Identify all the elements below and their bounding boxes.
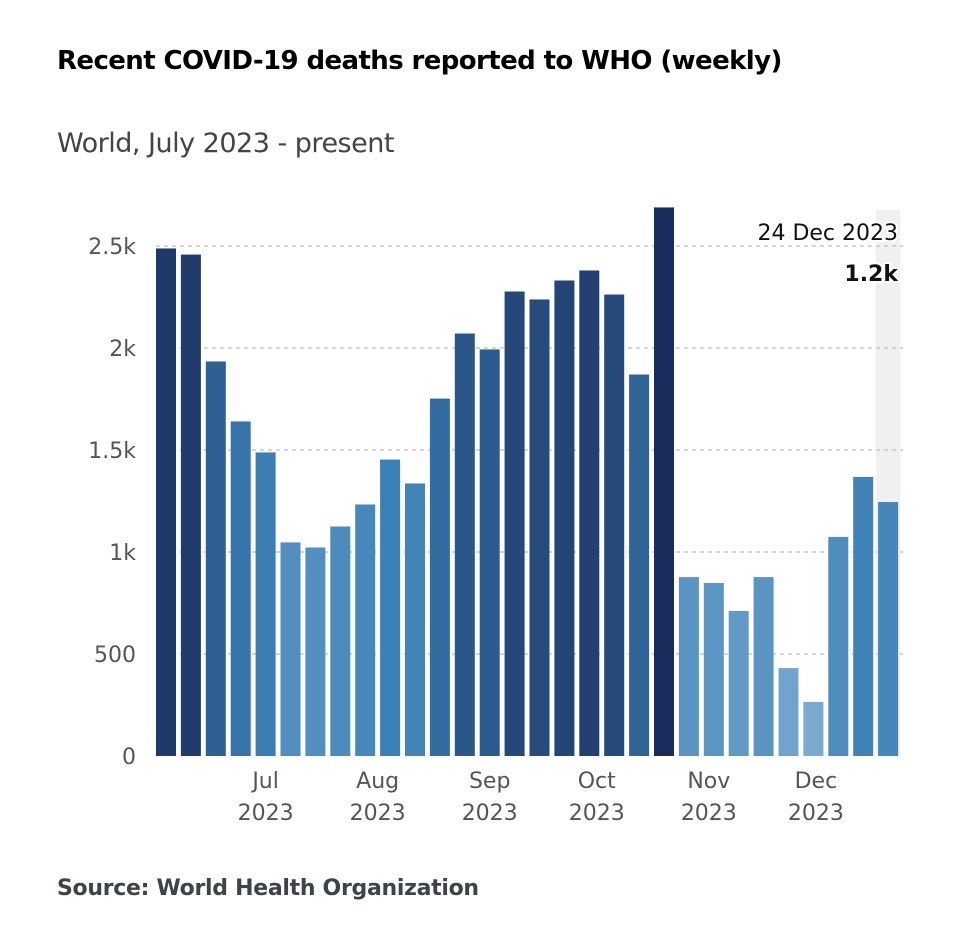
x-tick-label: Jul — [250, 769, 279, 794]
bar — [230, 421, 251, 756]
x-tick-label: Oct — [578, 769, 616, 794]
bar — [156, 248, 176, 756]
bar — [753, 577, 774, 756]
bar — [703, 583, 724, 756]
bar — [604, 294, 625, 756]
bar — [529, 299, 550, 756]
bar — [828, 536, 849, 756]
x-tick-label: 2023 — [788, 801, 844, 826]
bar — [654, 207, 674, 757]
bar — [629, 374, 650, 756]
x-tick-label: 2023 — [462, 801, 518, 826]
y-tick-label: 1.5k — [88, 439, 136, 464]
bar-chart: 0 500 1k 1.5k 2k 2.5k Jul 2023 Aug 2023 Sep 2023 Oc… — [88, 207, 903, 826]
bar — [429, 398, 450, 756]
bar — [180, 254, 201, 756]
x-tick-label: Nov — [687, 769, 730, 794]
bar — [479, 349, 500, 756]
x-tick-label: 2023 — [350, 801, 406, 826]
bar — [678, 577, 699, 756]
bar — [355, 504, 376, 756]
y-tick-label: 2k — [109, 337, 136, 362]
chart-subtitle: World, July 2023 - present — [57, 128, 394, 159]
x-tick-label: 2023 — [681, 801, 737, 826]
highlight-date-label: 24 Dec 2023 — [757, 221, 898, 246]
bar — [778, 668, 799, 756]
highlight-value-label: 1.2k — [844, 262, 899, 287]
x-tick-label: Dec — [795, 769, 838, 794]
y-tick-label: 1k — [109, 541, 136, 566]
x-tick-label: Aug — [356, 769, 399, 794]
bar — [504, 291, 525, 756]
x-tick-label: 2023 — [569, 801, 625, 826]
x-tick-label: Sep — [469, 769, 510, 794]
y-tick-label: 0 — [122, 745, 136, 770]
bar — [803, 701, 824, 756]
bar — [878, 502, 899, 756]
source-note: Source: World Health Organization — [57, 876, 479, 901]
bar — [728, 610, 749, 756]
bar — [280, 542, 301, 756]
chart-title: Recent COVID-19 deaths reported to WHO (… — [57, 46, 782, 76]
bar — [579, 270, 600, 756]
bar — [380, 459, 401, 756]
bar — [454, 333, 475, 756]
bar — [305, 547, 326, 756]
y-tick-label: 500 — [94, 643, 136, 668]
bar — [255, 452, 276, 756]
bar — [554, 280, 575, 756]
x-tick-label: 2023 — [238, 801, 294, 826]
bar — [330, 526, 351, 756]
bar — [853, 476, 874, 756]
bar — [205, 361, 226, 756]
y-tick-label: 2.5k — [88, 235, 136, 260]
bar — [405, 483, 425, 756]
